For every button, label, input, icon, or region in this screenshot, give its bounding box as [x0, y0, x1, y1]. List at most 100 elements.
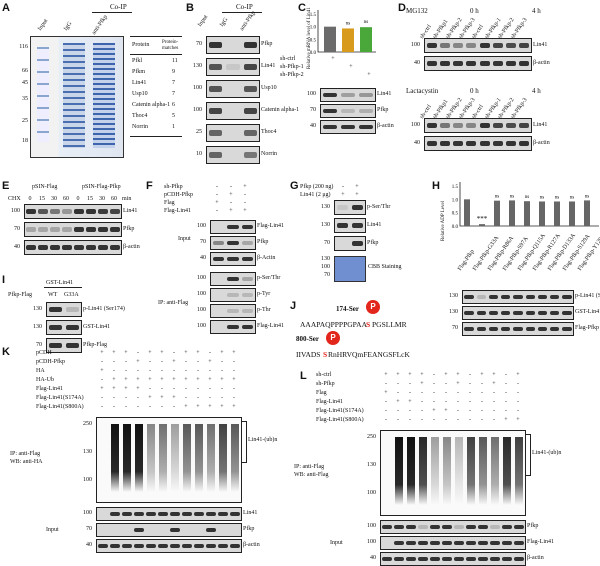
condition-mark: - [397, 390, 399, 396]
time-label: 60 [63, 196, 69, 202]
condition-label: Flag-Lin41 [36, 386, 63, 392]
ip-label: IP: anti-Flag [10, 451, 41, 457]
band [439, 122, 450, 129]
condition-mark: - [469, 408, 471, 414]
table-protein: Norrin [132, 124, 148, 130]
condition-mark: - [173, 368, 175, 374]
band [514, 524, 524, 530]
band [537, 326, 548, 332]
western-blot [334, 218, 366, 233]
condition-mark: - [421, 408, 423, 414]
time-label: 15 [87, 196, 93, 202]
band [406, 556, 416, 562]
western-blot [210, 288, 256, 302]
mw-marker: 25 [22, 118, 28, 124]
band [550, 294, 560, 300]
condition-mark: + [516, 417, 520, 423]
band [146, 511, 156, 517]
condition-mark: + [148, 377, 152, 383]
condition-mark: - [216, 184, 218, 190]
c-bar [324, 26, 336, 52]
condition-mark: - [469, 399, 471, 405]
band [406, 524, 416, 530]
blot-label: GST-Lin41 [83, 323, 111, 330]
condition-mark: - [233, 368, 235, 374]
band [406, 540, 416, 546]
band [134, 511, 144, 517]
unit-label: min [122, 196, 132, 202]
condition-mark: - [233, 386, 235, 392]
band [506, 42, 517, 49]
band [66, 342, 79, 349]
band [513, 310, 523, 316]
band [562, 310, 572, 316]
blot-label: Flag-Pfkp [575, 325, 599, 331]
condition-mark: - [469, 381, 471, 387]
condition-mark: + [456, 372, 460, 378]
condition-mark: - [173, 350, 175, 356]
coomassie-gel [30, 36, 124, 158]
condition-mark: - [397, 417, 399, 423]
condition-mark: + [160, 377, 164, 383]
mw-marker: 130 [33, 323, 42, 330]
condition-mark: + [124, 377, 128, 383]
band [209, 151, 223, 159]
mw-marker: 66 [22, 68, 28, 74]
igg-lane [63, 43, 85, 148]
condition-mark: - [493, 417, 495, 423]
treatment-label: Lactacystin [406, 87, 439, 95]
band [418, 556, 428, 562]
condition-mark: - [173, 404, 175, 410]
band [514, 540, 524, 546]
band [426, 42, 437, 49]
western-blot [462, 290, 574, 304]
condition-label: Flag-Lin41(S800A) [316, 417, 364, 423]
band [242, 324, 254, 330]
table-protein: Usp10 [132, 91, 148, 97]
condition-mark: + [243, 184, 247, 190]
panel-c-label: C [298, 2, 306, 14]
western-blot [210, 272, 256, 286]
panel-i-label: I [2, 274, 6, 286]
condition-mark: + [341, 192, 345, 198]
condition-mark: + [148, 350, 152, 356]
band [226, 63, 240, 71]
h-sig: ns [585, 194, 590, 199]
condition-mark: - [445, 390, 447, 396]
band [110, 208, 120, 215]
site-800: 800-Ser [296, 335, 319, 343]
band [476, 310, 486, 316]
seq-2b: RnHRVQmFEANGSFLcK [328, 350, 410, 359]
condition-mark: + [396, 372, 400, 378]
band [490, 556, 500, 562]
mw-marker: 40 [310, 123, 316, 129]
table-rule [130, 36, 182, 37]
panel-j-label: J [290, 300, 297, 312]
condition-mark: - [433, 390, 435, 396]
band [62, 244, 72, 251]
condition-mark: - [209, 386, 211, 392]
time-label: 4 h [532, 87, 541, 95]
band [38, 244, 48, 251]
blot-label: Flag-Lin41 [527, 539, 554, 545]
h-ytick: 1.5 [452, 185, 459, 190]
condition-mark: + [208, 404, 212, 410]
h-sig: ns [510, 194, 515, 199]
condition-mark: + [384, 372, 388, 378]
band [98, 208, 108, 215]
western-blot [424, 56, 532, 71]
group-label: pSIN-Flag [32, 184, 58, 190]
condition-mark: - [385, 381, 387, 387]
band [430, 556, 440, 562]
condition-mark: - [409, 408, 411, 414]
condition-mark: + [229, 208, 233, 214]
band [49, 324, 62, 331]
band [439, 140, 450, 147]
mw-marker: 70 [310, 107, 316, 113]
western-blot [46, 320, 82, 335]
smear [195, 424, 203, 492]
blot-label: β-actin [377, 123, 394, 129]
condition-mark: - [469, 372, 471, 378]
band [394, 556, 404, 562]
condition-mark: - [445, 417, 447, 423]
